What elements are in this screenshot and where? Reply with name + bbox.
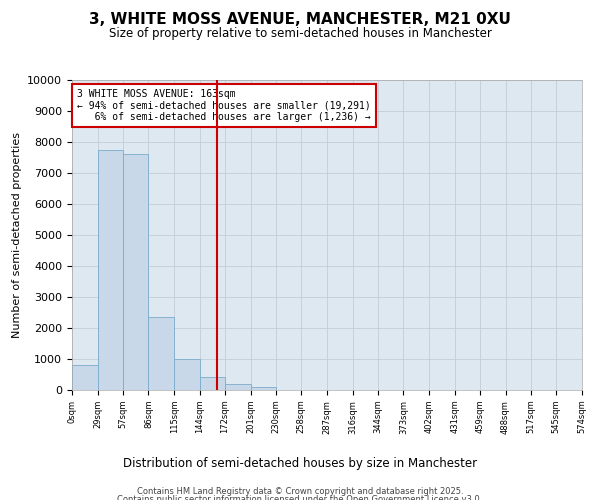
Bar	[72, 365, 98, 390]
Text: 3 WHITE MOSS AVENUE: 163sqm
← 94% of semi-detached houses are smaller (19,291)
 : 3 WHITE MOSS AVENUE: 163sqm ← 94% of sem…	[77, 90, 371, 122]
Bar	[122, 154, 148, 390]
Bar	[174, 358, 200, 390]
Y-axis label: Number of semi-detached properties: Number of semi-detached properties	[12, 132, 22, 338]
Text: 3, WHITE MOSS AVENUE, MANCHESTER, M21 0XU: 3, WHITE MOSS AVENUE, MANCHESTER, M21 0X…	[89, 12, 511, 28]
Text: Distribution of semi-detached houses by size in Manchester: Distribution of semi-detached houses by …	[123, 458, 477, 470]
Bar	[225, 384, 251, 390]
Text: Contains HM Land Registry data © Crown copyright and database right 2025.: Contains HM Land Registry data © Crown c…	[137, 488, 463, 496]
Text: Size of property relative to semi-detached houses in Manchester: Size of property relative to semi-detach…	[109, 28, 491, 40]
Bar	[148, 317, 174, 390]
Bar	[200, 377, 225, 390]
Text: Contains public sector information licensed under the Open Government Licence v3: Contains public sector information licen…	[118, 495, 482, 500]
Bar	[251, 387, 277, 390]
Bar	[98, 150, 122, 390]
